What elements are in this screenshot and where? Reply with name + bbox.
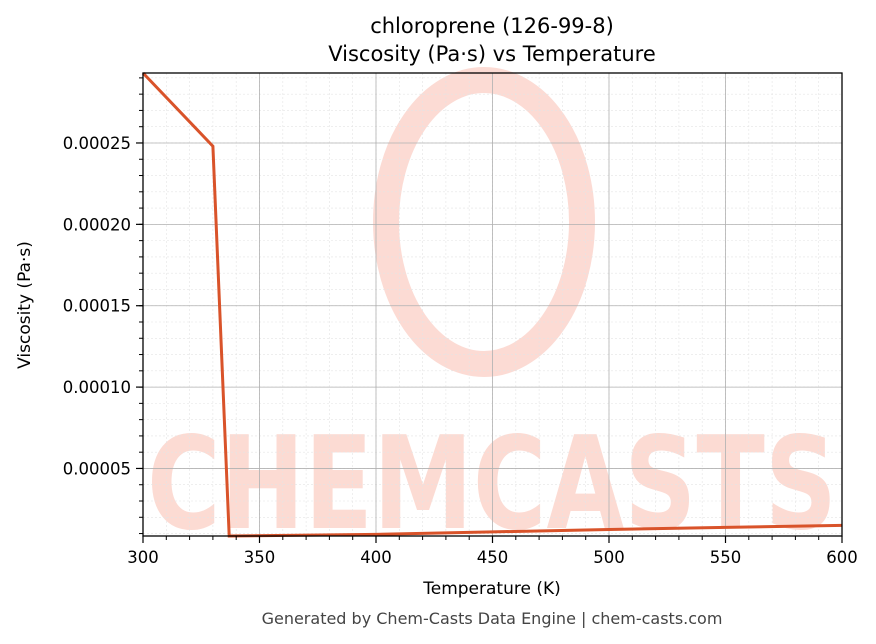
y-tick-label: 0.00020 xyxy=(63,215,131,234)
y-tick-label: 0.00025 xyxy=(63,134,131,153)
x-tick-label: 450 xyxy=(477,548,509,567)
y-tick-label: 0.00005 xyxy=(63,459,131,478)
x-tick-label: 600 xyxy=(826,548,858,567)
x-tick-label: 500 xyxy=(593,548,625,567)
y-tick-label: 0.00015 xyxy=(63,297,131,316)
y-axis: 0.00005 0.00010 0.00015 0.00020 0.00025 xyxy=(63,77,143,535)
x-tick-label: 400 xyxy=(360,548,392,567)
y-axis-label: Viscosity (Pa·s) xyxy=(15,241,35,369)
x-tick-label: 300 xyxy=(127,548,159,567)
x-tick-label: 350 xyxy=(244,548,276,567)
y-tick-label: 0.00010 xyxy=(63,378,131,397)
x-axis: 300 350 400 450 500 550 600 xyxy=(127,536,858,567)
x-axis-label: Temperature (K) xyxy=(422,579,561,599)
footer-credit: Generated by Chem-Casts Data Engine | ch… xyxy=(262,609,723,628)
watermark: CHEMCASTS xyxy=(147,67,837,559)
chart-title: chloroprene (126-99-8) xyxy=(370,14,614,38)
x-tick-label: 550 xyxy=(710,548,742,567)
watermark-logo-ring xyxy=(373,67,595,377)
series-line xyxy=(141,71,843,538)
chart-subtitle: Viscosity (Pa·s) vs Temperature xyxy=(328,42,656,66)
